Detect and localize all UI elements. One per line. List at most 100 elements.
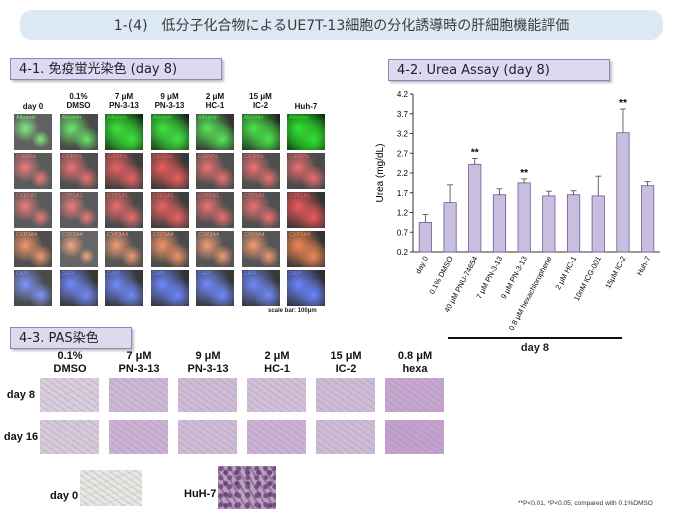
pas-column-header-line2: DMSO [53, 363, 87, 375]
if-image-cell: CYP3A4 [287, 231, 325, 267]
bar [443, 202, 457, 253]
if-column-header-line1: 15 μM [249, 92, 272, 101]
pas-column-header-line1: 2 μM [264, 350, 290, 362]
if-stain-label: CYP1A1 [107, 193, 129, 199]
pas-column-header-line1: 7 μM [126, 350, 152, 362]
y-tick-label: 1.2 [397, 209, 409, 218]
pas-day0-label: day 0 [50, 490, 79, 502]
if-column-header-line2: PN-3-13 [109, 101, 139, 110]
y-tick-label: 0.2 [397, 248, 409, 257]
if-image-cell: CYP3A4 [196, 231, 234, 267]
section-41-title: 4-1. 免疫蛍光染色 (day 8) [10, 58, 222, 80]
pas-column-header-line2: IC-2 [335, 363, 357, 375]
if-image-cell: CYP3A4 [241, 231, 280, 267]
pas-column-header-line2: PN-3-13 [118, 363, 160, 375]
if-stain-label: Albumin [107, 115, 127, 121]
y-tick-label: 3.7 [397, 110, 409, 119]
if-stain-label: CYP1A1 [61, 193, 83, 199]
pas-column-header-line1: 0.8 μM [397, 350, 433, 362]
bar [616, 132, 630, 253]
if-column-header: 7 μM PN-3-13 [101, 92, 147, 110]
if-column-header-line1: day 0 [22, 102, 44, 111]
if-stain-label: DAPI [198, 271, 211, 277]
if-image-cell: C/EBPα [287, 153, 325, 189]
if-column-header: Huh-7 [283, 102, 329, 111]
if-image-cell: CYP3A4 [105, 231, 143, 267]
if-image-cell: Albumin [59, 114, 98, 150]
y-tick-label: 2.2 [397, 169, 409, 178]
if-image-cell: C/EBPα [59, 153, 98, 189]
if-image-cell: CYP1A1 [14, 192, 52, 228]
if-stain-label: Albumin [198, 115, 218, 121]
if-image-cell: CYP3A4 [14, 231, 52, 267]
if-stain-label: DAPI [107, 271, 120, 277]
y-axis-title: Urea (mg/dL) [375, 144, 386, 203]
if-stain-label: DAPI [61, 271, 75, 277]
if-image-cell: C/EBPα [105, 153, 143, 189]
if-image-cell: DAPI [287, 270, 325, 306]
pas-image-cell [178, 420, 237, 454]
page-header: 1-(4) 低分子化合物によるUE7T-13細胞の分化誘導時の肝細胞機能評価 [20, 10, 663, 40]
if-stain-label: Albumin [16, 115, 36, 121]
pas-image-cell [247, 378, 306, 412]
if-stain-label: Albumin [61, 115, 82, 121]
if-stain-label: Albumin [289, 115, 309, 121]
bar [468, 163, 482, 253]
if-image-cell: C/EBPα [14, 153, 52, 189]
if-column-header-line1: Huh-7 [294, 102, 318, 111]
section-42-title: 4-2. Urea Assay (day 8) [388, 59, 610, 81]
if-image-cell: DAPI [59, 270, 98, 306]
pas-image-cell [109, 420, 168, 454]
y-tick-label: 3.2 [397, 130, 409, 139]
if-column-header-line1: 7 μM [114, 92, 134, 101]
if-column-header: 0.1% DMSO [56, 92, 102, 110]
section-41-title-text: 4-1. 免疫蛍光染色 (day 8) [19, 62, 178, 77]
y-tick-label: 1.7 [397, 189, 409, 198]
pas-image-cell [109, 378, 168, 412]
if-image-cell: Albumin [241, 114, 280, 150]
section-43-title: 4-3. PAS染色 [10, 327, 132, 349]
chart-group-label: day 8 [520, 342, 550, 354]
pas-image-cell [247, 420, 306, 454]
significance-marker: ** [619, 98, 627, 109]
if-column-header-line2: DMSO [66, 101, 91, 110]
if-image-cell: DAPI [196, 270, 234, 306]
x-tick-label: 15μM IC-2 [603, 255, 627, 290]
if-column-header-line1: 9 μM [160, 92, 179, 101]
if-stain-label: Albumin [152, 115, 173, 121]
if-stain-label: DAPI [243, 271, 257, 277]
if-image-cell: DAPI [241, 270, 280, 306]
if-image-cell: CYP1A1 [105, 192, 143, 228]
pas-column-header: 0.8 μM hexa [381, 350, 449, 376]
if-image-cell: DAPI [105, 270, 143, 306]
if-image-cell: DAPI [14, 270, 52, 306]
pas-row-label: day 8 [6, 389, 36, 401]
if-image-cell: Albumin [287, 114, 325, 150]
pas-column-header-line1: 0.1% [57, 350, 83, 362]
significance-marker: ** [520, 168, 528, 179]
pas-image-cell [316, 378, 375, 412]
if-column-header-line1: 2 μM [205, 92, 225, 101]
bar [542, 195, 556, 253]
if-stain-label: DAPI [289, 271, 302, 277]
if-column-header: 9 μM PN-3-13 [147, 92, 193, 110]
section-42-title-text: 4-2. Urea Assay (day 8) [397, 63, 550, 78]
pas-column-header: 0.1% DMSO [36, 350, 104, 376]
pas-column-header: 9 μM PN-3-13 [174, 350, 242, 376]
if-stain-label: C/EBPα [289, 154, 309, 160]
if-column-header: 15 μM IC-2 [238, 92, 284, 110]
if-image-cell: CYP1A1 [196, 192, 234, 228]
pas-day0-image [80, 470, 142, 506]
pas-row-label: day 16 [3, 431, 39, 443]
if-image-cell: CYP1A1 [59, 192, 98, 228]
if-image-cell: CYP3A4 [59, 231, 98, 267]
y-tick-label: 4.2 [397, 90, 409, 99]
if-image-cell: CYP1A1 [150, 192, 189, 228]
if-stain-label: CYP1A1 [289, 193, 311, 199]
day8-bracket-line [448, 337, 622, 339]
if-image-cell: C/EBPα [196, 153, 234, 189]
if-stain-label: CYP3A4 [289, 232, 311, 238]
if-image-cell: C/EBPα [241, 153, 280, 189]
scale-bar-label: scale bar: 100μm [268, 308, 317, 314]
if-stain-label: C/EBPα [61, 154, 82, 160]
